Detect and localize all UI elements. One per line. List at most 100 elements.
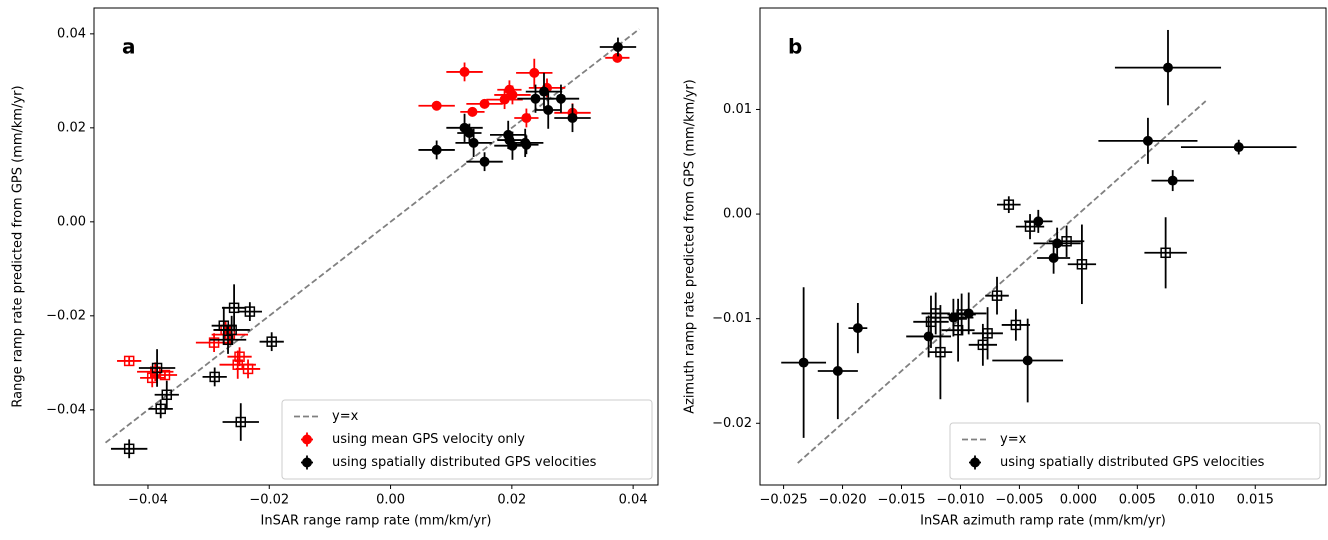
x-tick-label: 0.02 [497, 493, 526, 508]
marker-circle [431, 100, 442, 111]
x-tick-label: −0.020 [818, 493, 866, 508]
marker-circle [507, 89, 518, 100]
marker-circle [530, 93, 541, 104]
marker-circle [468, 137, 479, 148]
marker-square [935, 346, 946, 358]
marker-circle [1022, 355, 1033, 366]
marker-circle [521, 112, 532, 123]
marker-square [123, 355, 135, 367]
axes-frame [759, 7, 1327, 486]
marker-circle [529, 67, 540, 78]
marker-square [234, 351, 245, 362]
marker-square [161, 389, 173, 401]
marker-square [235, 416, 247, 428]
y-tick-label: 0.01 [723, 102, 752, 117]
y-tick-label: −0.01 [712, 311, 752, 326]
marker-circle [538, 86, 549, 97]
marker-circle [612, 52, 623, 63]
x-tick-label: −0.015 [877, 493, 925, 508]
marker-circle [555, 93, 566, 104]
axes-frame [93, 7, 659, 486]
marker-square [1061, 236, 1072, 247]
marker-square [1010, 319, 1022, 331]
marker-circle [543, 104, 554, 115]
marker-circle [1162, 62, 1173, 73]
y-tick-label: −0.02 [712, 416, 752, 431]
y-tick-label: −0.04 [46, 402, 86, 417]
marker-circle [499, 94, 510, 105]
marker-circle [567, 112, 578, 123]
legend-marker [970, 457, 980, 468]
x-tick-label: 0.005 [1119, 493, 1156, 508]
panel-label: b [788, 35, 802, 59]
y-axis-label: Range ramp rate predicted from GPS (mm/k… [11, 85, 26, 407]
marker-square [982, 328, 993, 339]
marker-circle [832, 365, 843, 376]
marker-circle [431, 144, 442, 155]
x-axis-label: InSAR range ramp rate (mm/km/yr) [261, 514, 492, 529]
marker-square [952, 324, 964, 336]
marker-circle [464, 128, 475, 139]
x-tick-label: −0.04 [128, 493, 168, 508]
x-tick-label: −0.005 [995, 493, 1043, 508]
legend: y=x using spatially distributed GPS veloc… [949, 422, 1321, 480]
marker-square [208, 337, 220, 348]
marker-circle [1048, 253, 1059, 264]
marker-circle [479, 156, 490, 167]
reference-line [797, 100, 1207, 464]
marker-square [228, 302, 240, 314]
marker-circle [1033, 216, 1044, 227]
marker-circle [467, 106, 478, 117]
legend-box [281, 399, 653, 480]
x-tick-label: 0.00 [376, 493, 405, 508]
marker-square [1024, 221, 1036, 232]
legend-label: using spatially distributed GPS velociti… [332, 455, 597, 470]
marker-square [991, 290, 1003, 301]
panel: −0.025 −0.020 −0.015 −0.010 −0.005 0.000 0.005… [683, 7, 1327, 529]
y-tick-label: −0.02 [46, 308, 86, 323]
marker-circle [1052, 238, 1063, 249]
y-tick-label: 0.04 [57, 26, 86, 41]
marker-circle [459, 66, 470, 77]
y-axis-label: Azimuth ramp rate predicted from GPS (mm… [683, 79, 698, 414]
y-tick-label: 0.00 [723, 207, 752, 222]
marker-square [123, 443, 135, 455]
panel: −0.04 −0.02 0.00 0.02 0.04 −0.04 −0.02 0.00 0.02… [11, 7, 659, 529]
legend-marker [302, 434, 312, 445]
x-tick-label: 0.04 [619, 493, 648, 508]
marker-circle [923, 331, 934, 342]
marker-circle [1142, 135, 1153, 146]
marker-circle [1233, 142, 1244, 153]
marker-circle [521, 139, 532, 150]
marker-circle [1167, 175, 1178, 186]
legend-label: y=x [1000, 432, 1027, 447]
legend-box [949, 422, 1321, 480]
x-tick-label: −0.010 [936, 493, 984, 508]
marker-square [226, 324, 237, 336]
marker-square [244, 306, 256, 317]
panel-label: a [122, 35, 136, 59]
x-tick-label: 0.000 [1060, 493, 1097, 508]
marker-circle [612, 42, 623, 53]
y-tick-label: 0.00 [57, 214, 86, 229]
legend-label: using spatially distributed GPS velociti… [1000, 455, 1265, 470]
marker-circle [479, 98, 490, 109]
marker-square [159, 369, 171, 381]
y-tick-label: 0.02 [57, 120, 86, 135]
marker-square [155, 403, 166, 415]
legend-label: y=x [332, 409, 359, 424]
marker-circle [852, 323, 863, 334]
marker-square [1076, 259, 1088, 270]
marker-square [151, 362, 163, 374]
marker-square [1003, 199, 1015, 210]
x-tick-label: −0.02 [249, 493, 289, 508]
x-tick-label: 0.015 [1237, 493, 1274, 508]
marker-square [242, 363, 254, 375]
marker-square [266, 336, 277, 347]
legend-label: using mean GPS velocity only [332, 432, 525, 447]
marker-square [956, 309, 967, 320]
legend: y=x using mean GPS velocity only using spa… [281, 399, 653, 480]
x-tick-label: −0.025 [760, 493, 808, 508]
marker-square [209, 371, 220, 383]
